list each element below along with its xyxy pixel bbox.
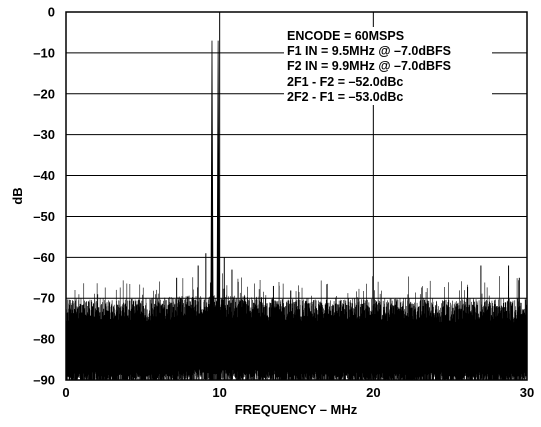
y-tick-label: –80 <box>33 332 55 347</box>
annotation-2f1-f2: 2F1 - F2 = –52.0dBc <box>287 75 403 89</box>
annotation-backdrop <box>284 27 492 105</box>
annotation-block: ENCODE = 60MSPS F1 IN = 9.5MHz @ –7.0dBF… <box>284 27 492 105</box>
x-tick-label: 20 <box>366 385 380 400</box>
y-tick-label: –30 <box>33 127 55 142</box>
y-tick-label: –90 <box>33 373 55 388</box>
y-tick-labels: 0 –10 –20 –30 –40 –50 –60 –70 –80 –90 <box>33 5 55 388</box>
y-tick-label: –60 <box>33 250 55 265</box>
y-tick-label: –70 <box>33 291 55 306</box>
x-tick-label: 10 <box>212 385 226 400</box>
y-tick-label: –20 <box>33 86 55 101</box>
annotation-2f2-f1: 2F2 - F1 = –53.0dBc <box>287 90 403 104</box>
y-tick-label: –40 <box>33 168 55 183</box>
x-tick-label: 0 <box>62 385 69 400</box>
y-axis-title: dB <box>10 187 25 204</box>
annotation-encode: ENCODE = 60MSPS <box>287 29 404 43</box>
y-tick-label: –10 <box>33 45 55 60</box>
annotation-f2-in: F2 IN = 9.9MHz @ –7.0dBFS <box>287 59 451 73</box>
annotation-f1-in: F1 IN = 9.5MHz @ –7.0dBFS <box>287 44 451 58</box>
y-tick-label: 0 <box>48 5 55 20</box>
y-tick-label: –50 <box>33 209 55 224</box>
x-axis-title: FREQUENCY – MHz <box>235 402 358 417</box>
plot-frame <box>65 11 528 381</box>
x-tick-labels: 0 10 20 30 <box>62 385 534 400</box>
x-tick-label: 30 <box>520 385 534 400</box>
trace-layer <box>65 40 528 381</box>
